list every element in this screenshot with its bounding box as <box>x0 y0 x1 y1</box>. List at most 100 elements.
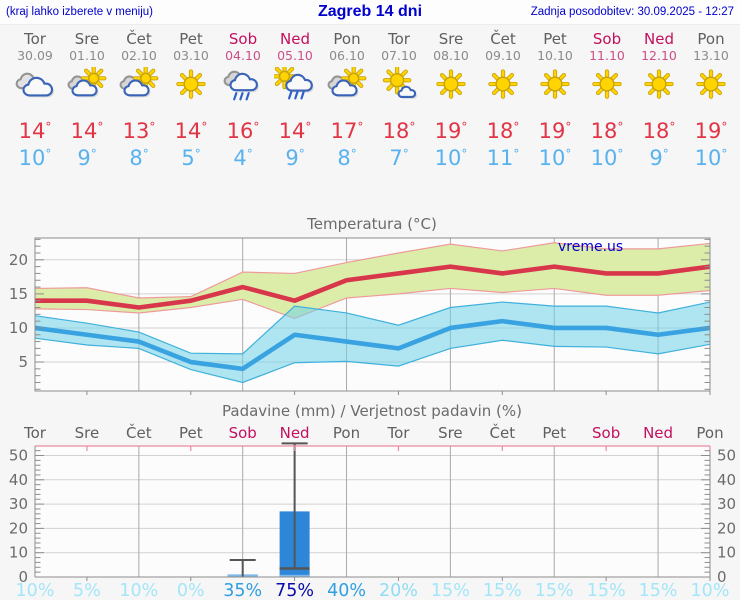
precipitation-chart: Padavine (mm) / Verjetnost padavin (%) To… <box>9 402 736 600</box>
day-name-label: Čet <box>490 30 516 48</box>
max-temperature-value: 18° <box>382 119 416 143</box>
sunny-icon <box>581 63 633 112</box>
forecast-days-strip: Tor 30.09 14° 10° Sre 01.10 14° 9° Čet 02.10 13° 8°… <box>9 30 737 171</box>
day-column: Ned 05.10 14° 9° <box>269 30 321 170</box>
day-name-label: Sob <box>228 30 258 48</box>
precip-probability-label: 40% <box>327 581 366 600</box>
precip-axis-label-left: 40 <box>9 471 28 489</box>
sunny-icon <box>477 63 529 112</box>
day-date-label: 03.10 <box>173 48 209 63</box>
page-title: Zagreb 14 dni <box>317 3 423 20</box>
day-date-label: 08.10 <box>433 48 469 63</box>
min-temperature-value: 10° <box>590 146 624 170</box>
precip-probability-label: 10% <box>119 581 158 600</box>
last-update-text: Zadnja posodobitev: 30.09.2025 - 12:27 <box>530 6 735 18</box>
day-name-label: Ned <box>280 30 310 48</box>
day-column: Sre 08.10 19° 10° <box>425 31 477 171</box>
day-date-label: 12.10 <box>641 48 677 63</box>
temp-axis-label: 15 <box>9 285 28 303</box>
max-temperature-value: 18° <box>486 119 520 143</box>
min-temperature-value: 5° <box>181 146 201 170</box>
precip-axis-label-left: 20 <box>9 519 28 537</box>
day-date-label: 06.10 <box>329 48 365 63</box>
day-date-label: 01.10 <box>69 48 105 63</box>
partly-cloudy-icon <box>113 63 165 112</box>
max-temperature-value: 18° <box>642 119 676 143</box>
precip-axis-label-right: 50 <box>717 447 736 465</box>
precip-probability-label: 35% <box>223 581 262 600</box>
day-date-label: 30.09 <box>17 48 53 63</box>
day-date-label: 07.10 <box>381 48 417 63</box>
min-temperature-value: 10° <box>434 146 468 170</box>
min-temperature-value: 8° <box>337 146 357 170</box>
precip-day-label: Pet <box>179 424 203 442</box>
max-temperature-value: 14° <box>278 119 312 143</box>
day-name-label: Ned <box>644 30 674 48</box>
precip-day-label: Čet <box>126 423 152 442</box>
sunny-icon <box>165 63 217 112</box>
cloudy-icon <box>9 63 61 112</box>
precip-probability-label: 15% <box>639 581 678 600</box>
partly-cloudy-icon <box>321 63 373 112</box>
precip-probability-label: 15% <box>431 581 470 600</box>
day-column: Ned 12.10 18° 9° <box>633 30 685 171</box>
precip-axis-label-left: 0 <box>18 568 28 586</box>
temp-axis-label: 5 <box>18 353 28 371</box>
precip-axis-label-left: 50 <box>9 447 28 465</box>
temp-axis-label: 10 <box>9 319 28 337</box>
day-column: Sob 11.10 18° 10° <box>581 30 633 171</box>
precip-day-label: Tor <box>386 424 410 442</box>
precip-probability-label: 15% <box>587 581 626 600</box>
max-temperature-value: 13° <box>122 119 156 143</box>
precip-probability-label: 0% <box>177 581 205 600</box>
day-name-label: Pon <box>697 30 725 48</box>
day-date-label: 04.10 <box>225 48 261 63</box>
precip-probability-label: 20% <box>379 581 418 600</box>
max-temperature-value: 14° <box>174 119 208 143</box>
min-temperature-value: 9° <box>77 146 97 170</box>
partly-cloudy-icon <box>61 63 113 112</box>
precip-probability-label: 15% <box>483 581 522 600</box>
precip-day-label: Ned <box>643 424 673 442</box>
max-temperature-value: 19° <box>434 119 468 143</box>
day-column: Sob 04.10 16° 4° <box>217 30 269 170</box>
temp-chart-title: Temperatura (°C) <box>306 215 437 233</box>
precip-day-label: Pet <box>542 424 566 442</box>
precip-axis-label-left: 10 <box>9 544 28 562</box>
sun-rain-icon <box>269 63 321 112</box>
precip-day-label: Ned <box>280 424 310 442</box>
sunny-icon <box>633 63 685 112</box>
vreme-us-watermark[interactable]: vreme.us <box>558 239 623 255</box>
max-temperature-value: 14° <box>18 119 52 143</box>
day-name-label: Sre <box>74 30 100 48</box>
day-date-label: 10.10 <box>537 48 573 63</box>
day-column: Pet 03.10 14° 5° <box>165 31 217 171</box>
min-temperature-value: 9° <box>649 146 669 170</box>
precip-axis-label-right: 10 <box>717 544 736 562</box>
min-temperature-value: 10° <box>694 146 728 170</box>
day-date-label: 09.10 <box>485 48 521 63</box>
precip-day-label: Sre <box>75 424 100 442</box>
min-temperature-value: 8° <box>129 146 149 170</box>
precip-probability-label: 15% <box>535 581 574 600</box>
day-column: Pon 06.10 17° 8° <box>321 30 373 170</box>
day-name-label: Pet <box>543 30 567 48</box>
day-column: Čet 02.10 13° 8° <box>113 30 165 170</box>
precip-probability-label: 10% <box>16 581 55 600</box>
precip-chart-title: Padavine (mm) / Verjetnost padavin (%) <box>222 402 522 420</box>
day-name-label: Sob <box>592 30 622 48</box>
max-temperature-value: 19° <box>538 119 572 143</box>
precip-probability-label: 10% <box>691 581 730 600</box>
precip-day-label: Tor <box>23 424 47 442</box>
max-temperature-value: 19° <box>694 119 728 143</box>
day-name-label: Čet <box>126 30 152 48</box>
max-temperature-value: 17° <box>330 119 364 143</box>
min-temperature-value: 7° <box>389 146 409 170</box>
rain-icon <box>217 63 269 112</box>
day-column: Tor 07.10 18° 7° <box>373 31 425 170</box>
day-date-label: 02.10 <box>121 48 157 63</box>
precip-day-label: Sre <box>438 424 463 442</box>
temperature-chart: Temperatura (°C) 5 10 15 20 vreme.us <box>9 215 711 395</box>
day-name-label: Pon <box>333 30 361 48</box>
min-temperature-value: 11° <box>486 146 520 170</box>
